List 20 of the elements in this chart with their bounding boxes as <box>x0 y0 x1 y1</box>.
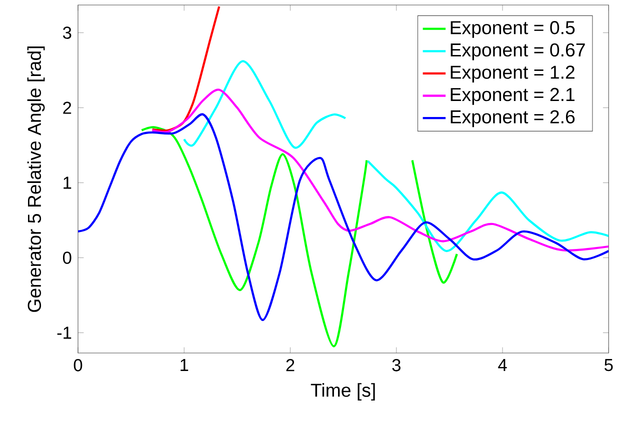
x-tick-label: 0 <box>74 359 82 372</box>
y-tick-label: 2 <box>63 102 72 114</box>
legend-label: Exponent = 2.1 <box>450 88 574 105</box>
y-tick-label: 3 <box>62 26 72 39</box>
y-axis-title: Generator 5 Relative Angle [rad] <box>27 46 45 312</box>
line-series <box>151 88 609 252</box>
x-axis-title: Time [s] <box>310 383 375 401</box>
x-tick-label: 2 <box>286 359 294 372</box>
y-tick-label: -1 <box>57 326 72 339</box>
x-tick-label: 4 <box>498 359 507 371</box>
x-tick-label: 3 <box>392 359 400 372</box>
legend-label: Exponent = 2.6 <box>450 110 575 128</box>
y-tick-label: 1 <box>64 176 72 189</box>
legend-label: Exponent = 0.5 <box>450 21 575 38</box>
legend-label: Exponent = 1.2 <box>450 66 574 83</box>
legend-label: Exponent = 0.67 <box>450 43 585 60</box>
x-tick-label: 1 <box>180 359 188 371</box>
line-series <box>151 5 220 132</box>
x-tick-label: 5 <box>604 359 613 372</box>
y-tick-label: 0 <box>62 252 72 264</box>
